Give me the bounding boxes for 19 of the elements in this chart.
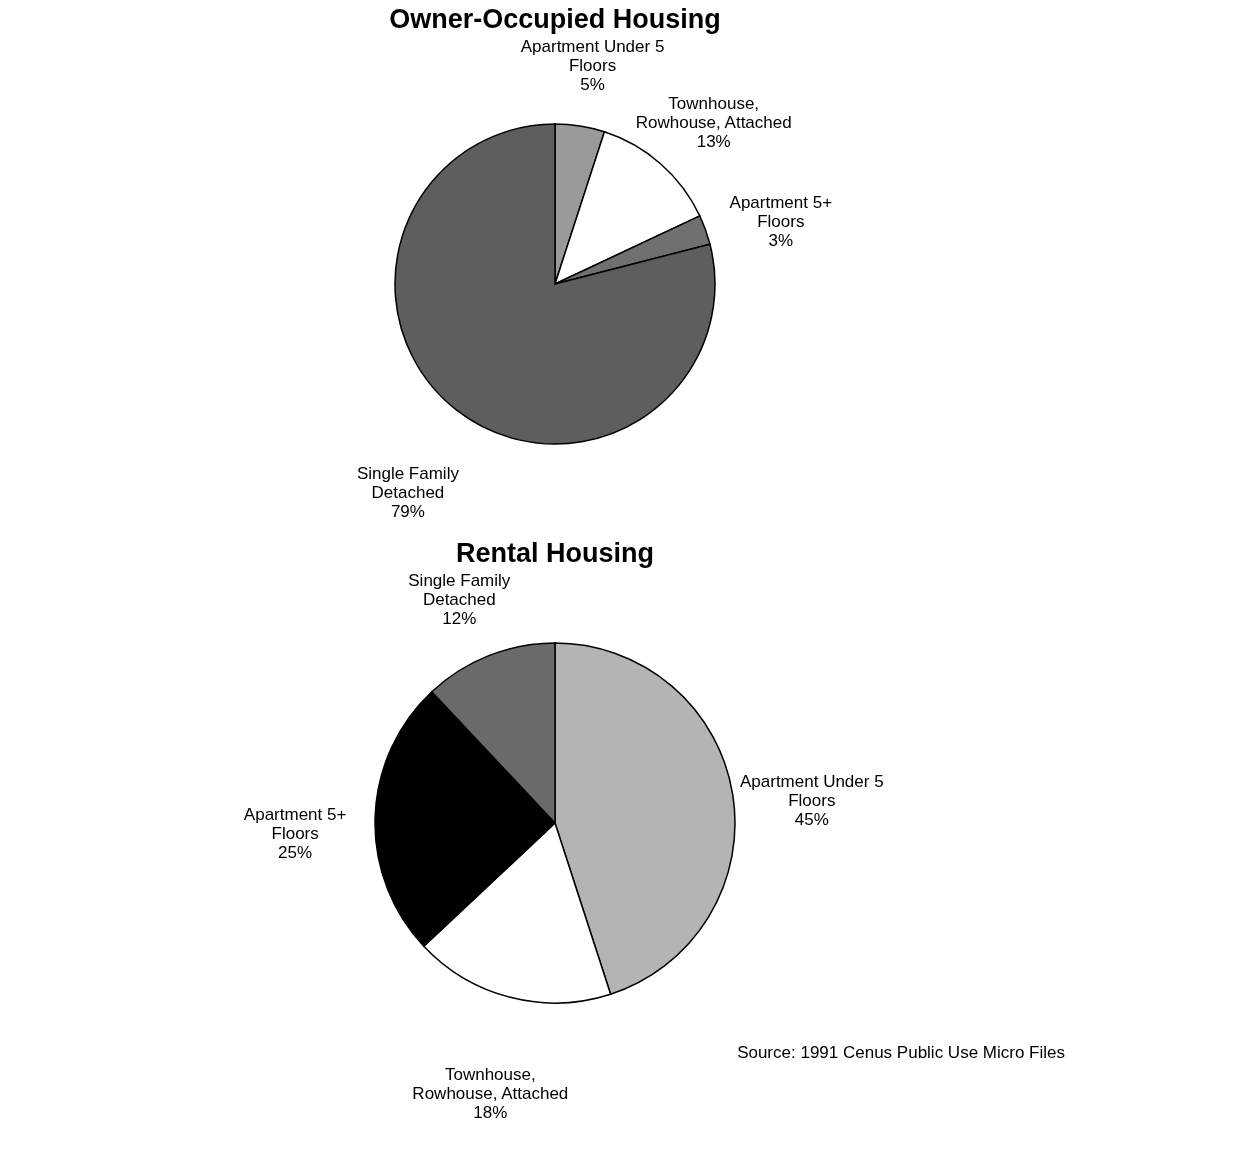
source-note: Source: 1991 Cenus Public Use Micro Files (737, 1043, 1065, 1062)
slice-label: Townhouse, Rowhouse, Attached (635, 93, 792, 132)
data-label: 3% (768, 230, 794, 250)
data-label: 79% (390, 501, 425, 521)
data-label: 25% (278, 842, 313, 862)
slice-label: Single Family Detached (408, 571, 511, 610)
data-label: 45% (794, 810, 829, 830)
data-label: 5% (580, 74, 605, 94)
chart-title: Owner-Occupied Housing (389, 3, 721, 34)
chart-title: Rental Housing (455, 538, 655, 569)
slice-label: Townhouse, Rowhouse, Attached (412, 1064, 569, 1103)
data-label: 12% (442, 609, 477, 629)
data-label: 18% (473, 1102, 508, 1122)
data-label: 13% (696, 131, 731, 151)
slice-label: Single Family Detached (356, 463, 460, 502)
slice-label: Apartment 5+ Floors (243, 804, 347, 843)
slice-label: Apartment Under 5 Floors (739, 772, 884, 811)
slice-label: Apartment 5+ Floors (729, 192, 833, 231)
slice-label: Apartment Under 5 Floors (520, 36, 665, 75)
